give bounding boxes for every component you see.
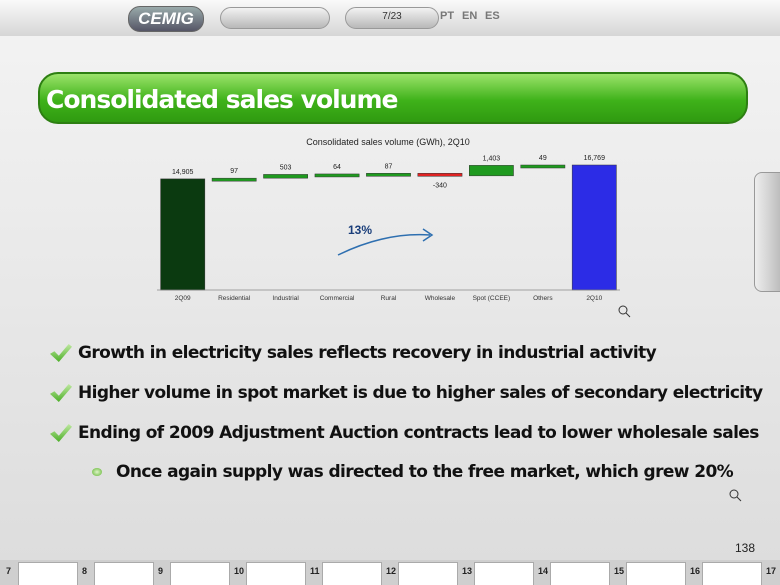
- bullet: Growth in electricity sales reflects rec…: [78, 343, 657, 363]
- bar: [314, 173, 360, 178]
- x-tick-label: Commercial: [320, 295, 355, 302]
- value-label: -340: [433, 182, 447, 189]
- bar: [417, 173, 463, 177]
- bar: [571, 164, 617, 291]
- thumbnail[interactable]: [550, 562, 610, 585]
- magnifier[interactable]: [618, 305, 631, 318]
- bar: [520, 164, 566, 169]
- x-tick-label: 2Q09: [175, 295, 191, 302]
- thumbnail-number: 11: [310, 566, 320, 576]
- pager[interactable]: [345, 7, 439, 29]
- thumbnail-number: 10: [234, 566, 245, 576]
- thumbnail-number: 7: [6, 566, 12, 576]
- lang-button[interactable]: ES: [485, 10, 500, 22]
- bullet: Higher volume in spot market is due to h…: [78, 383, 763, 403]
- bullet: Ending of 2009 Adjustment Auction contra…: [78, 423, 759, 443]
- bar: [263, 174, 308, 179]
- bar: [366, 173, 411, 177]
- thumbnail-number: 16: [690, 566, 701, 576]
- bar: [211, 177, 257, 182]
- value-label: 1,403: [483, 155, 501, 162]
- x-tick-label: Others: [533, 295, 553, 302]
- value-label: 87: [385, 163, 393, 170]
- thumbnail-number: 8: [82, 566, 88, 576]
- thumbnail-number: 12: [386, 566, 397, 576]
- logo[interactable]: CEMIG: [128, 6, 204, 32]
- value-label: 64: [333, 164, 341, 171]
- thumbnail[interactable]: [474, 562, 534, 585]
- thumbnail[interactable]: [170, 562, 230, 585]
- x-tick-label: Industrial: [272, 295, 299, 302]
- page-number: 138: [735, 541, 756, 555]
- thumbnail-number: 9: [158, 566, 164, 576]
- value-label: 97: [230, 168, 238, 175]
- slide-title: Consolidated sales volume: [38, 72, 748, 124]
- annotation: 13%: [348, 223, 372, 237]
- sub-bullet-icon: [92, 468, 102, 476]
- side-tools[interactable]: [754, 172, 780, 292]
- lang-button[interactable]: EN: [462, 10, 478, 22]
- value-label: 503: [280, 164, 292, 171]
- arrow-head: [422, 228, 434, 242]
- thumbnail[interactable]: [398, 562, 458, 585]
- value-label: 16,769: [584, 155, 606, 162]
- arrow: [337, 233, 431, 256]
- thumbnail-number: 13: [462, 566, 473, 576]
- chart-title: Consolidated sales volume (GWh), 2Q10: [306, 137, 470, 147]
- magnifier[interactable]: [729, 489, 742, 502]
- thumbnail-number: 17: [766, 566, 777, 576]
- x-tick-label: Residential: [218, 295, 251, 302]
- thumbnail[interactable]: [18, 562, 78, 585]
- value-label: 49: [539, 155, 547, 162]
- thumbnail[interactable]: [322, 562, 382, 585]
- x-tick-label: 2Q10: [586, 295, 602, 302]
- bar: [160, 178, 206, 291]
- x-tick-label: Wholesale: [425, 295, 456, 302]
- sub-bullet: Once again supply was directed to the fr…: [116, 462, 734, 482]
- page-indicator: 7/23: [382, 11, 402, 22]
- view-buttons[interactable]: [220, 7, 330, 29]
- value-label: 14,905: [172, 169, 194, 176]
- bar: [469, 165, 514, 177]
- thumbnail[interactable]: [626, 562, 686, 585]
- thumbnail[interactable]: [702, 562, 762, 585]
- thumbnail[interactable]: [94, 562, 154, 585]
- thumbnail-number: 14: [538, 566, 549, 576]
- thumbnail[interactable]: [246, 562, 306, 585]
- x-tick-label: Rural: [381, 295, 397, 302]
- lang-button[interactable]: PT: [440, 10, 455, 22]
- thumbnail-number: 15: [614, 566, 625, 576]
- x-tick-label: Spot (CCEE): [473, 295, 511, 302]
